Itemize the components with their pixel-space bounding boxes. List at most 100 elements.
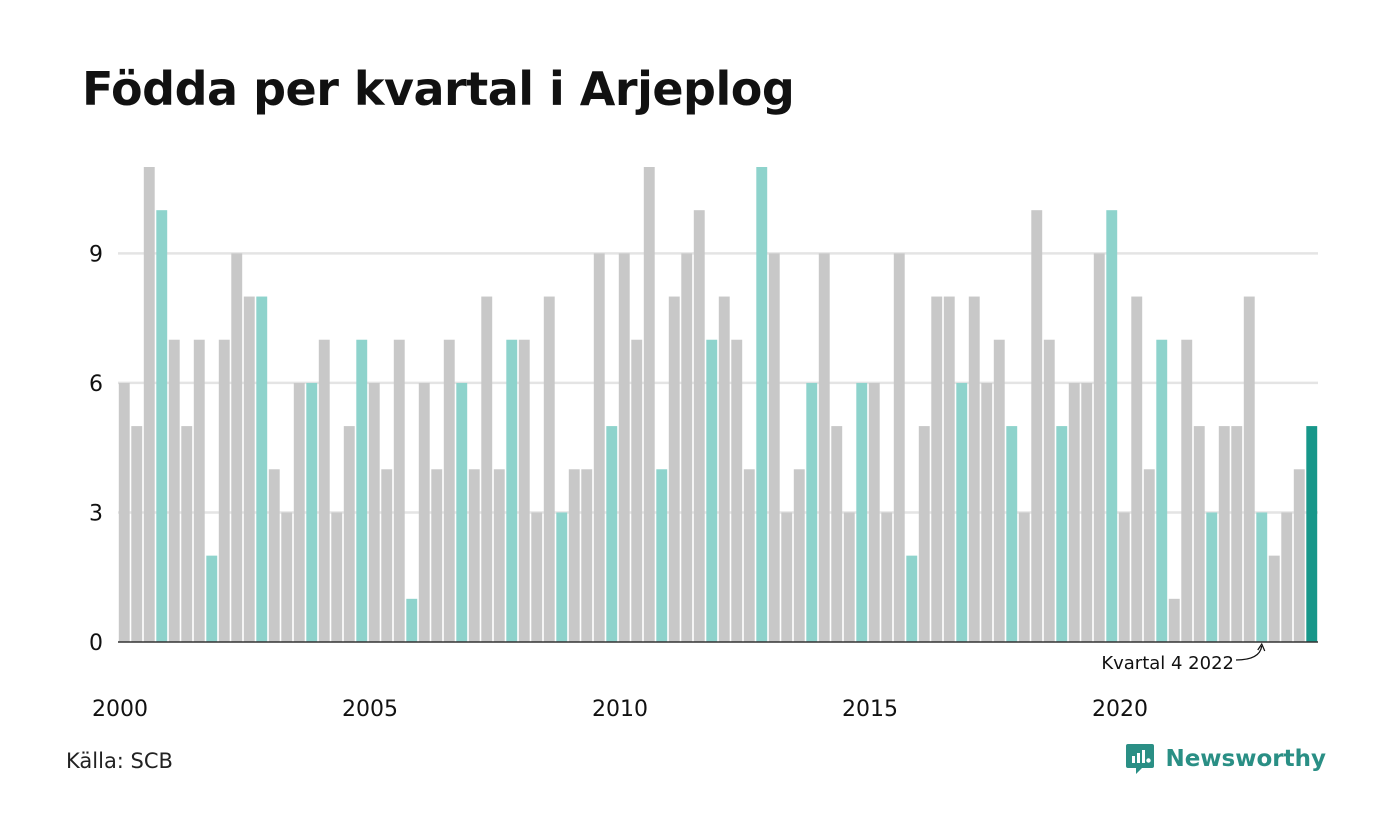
bar [468,469,480,642]
bar [131,426,143,642]
y-tick-label: 6 [89,372,103,397]
bar [1206,512,1218,642]
bar [1093,253,1105,642]
bar [1168,598,1180,642]
bar [306,382,318,642]
bar [1243,296,1255,642]
bar [731,339,743,642]
bar [1281,512,1293,642]
bar [1056,426,1068,642]
bar [656,469,668,642]
bar [168,339,180,642]
bar [893,253,905,642]
bar [1293,469,1305,642]
bar [1031,210,1043,642]
bar [756,167,768,642]
bar [618,253,630,642]
bar [531,512,543,642]
bar [781,512,793,642]
bar [181,426,193,642]
bar [831,426,843,642]
bar [1106,210,1118,642]
bar [1018,512,1030,642]
bar [1218,426,1230,642]
bar [518,339,530,642]
chart-title: Födda per kvartal i Arjeplog [82,62,795,116]
bar [493,469,505,642]
bar [668,296,680,642]
x-tick-label: 2000 [92,697,148,722]
bar [443,339,455,642]
bar [381,469,393,642]
bar [343,426,355,642]
x-tick-label: 2020 [1092,697,1148,722]
bar [881,512,893,642]
x-tick-label: 2015 [842,697,898,722]
x-tick-label: 2010 [592,697,648,722]
annotation-label: Kvartal 4 2022 [1101,653,1234,674]
bar [1043,339,1055,642]
bar [506,339,518,642]
bar [1156,339,1168,642]
bar [931,296,943,642]
bar [118,382,130,642]
bar [981,382,993,642]
bar [368,382,380,642]
bar [568,469,580,642]
bar [1068,382,1080,642]
bar [718,296,730,642]
bar [681,253,693,642]
source-note: Källa: SCB [66,749,173,773]
bar [1143,469,1155,642]
brand-logo: Newsworthy [1125,742,1326,776]
annotation-arrowhead [1257,642,1266,652]
y-tick-labels: 0 3 6 9 [89,242,103,656]
bar [818,253,830,642]
annotation-arrow [1235,645,1263,661]
bar [956,382,968,642]
bar [1081,382,1093,642]
bar [206,555,218,642]
bar [193,339,205,642]
bar [968,296,980,642]
bar [243,296,255,642]
bar [806,382,818,642]
bar [218,339,230,642]
bar [481,296,493,642]
bar [1231,426,1243,642]
bar [406,598,418,642]
bar [606,426,618,642]
y-tick-label: 3 [89,501,103,526]
bar [1268,555,1280,642]
bar [743,469,755,642]
bar [868,382,880,642]
bar [456,382,468,642]
bar [918,426,930,642]
bar [843,512,855,642]
bar [293,382,305,642]
bar [1193,426,1205,642]
bar [156,210,168,642]
bar [543,296,555,642]
bar [706,339,718,642]
bar [1006,426,1018,642]
bar [1181,339,1193,642]
grid-lines [118,252,1318,514]
bar [906,555,918,642]
bar-chart: 0 3 6 9 2000 2005 2010 2015 2020 Kvartal 4 2022 [89,167,1318,722]
bar [556,512,568,642]
bar [581,469,593,642]
bar [281,512,293,642]
bar [143,167,155,642]
bar [793,469,805,642]
brand-name: Newsworthy [1165,746,1326,772]
bar [318,339,330,642]
bar [356,339,368,642]
bar [593,253,605,642]
y-tick-label: 9 [89,242,103,267]
bar [1306,426,1318,642]
bar [693,210,705,642]
bar [943,296,955,642]
bar [993,339,1005,642]
x-tick-labels: 2000 2005 2010 2015 2020 [92,697,1148,722]
